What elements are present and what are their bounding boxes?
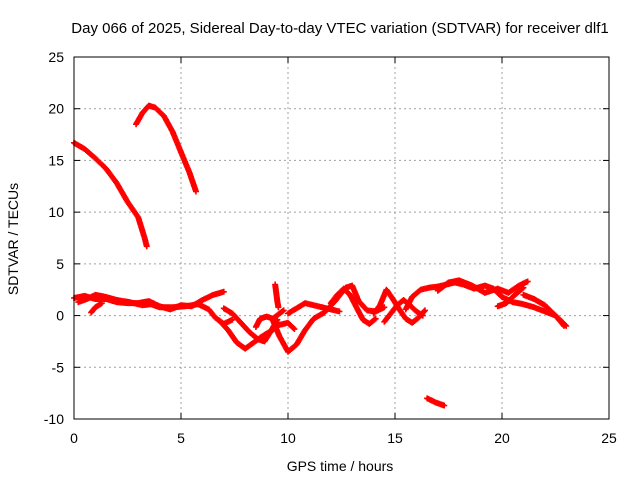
series-arc-h bbox=[220, 305, 281, 345]
plot-frame bbox=[73, 56, 610, 420]
ticks bbox=[73, 56, 610, 420]
data-point bbox=[143, 243, 150, 250]
data-point bbox=[290, 324, 297, 331]
x-tick-label: 20 bbox=[494, 430, 510, 446]
tick-labels: 0 5 10 15 20 25 -10 -5 0 5 10 15 20 25 bbox=[44, 49, 617, 446]
data-point bbox=[519, 285, 526, 292]
data-point bbox=[371, 316, 378, 323]
series-arc-b bbox=[133, 102, 199, 195]
series-arc-s bbox=[520, 291, 570, 329]
y-tick-label: 5 bbox=[56, 256, 64, 272]
data-point bbox=[524, 278, 531, 285]
y-tick-label: 25 bbox=[48, 49, 64, 65]
chart-title: Day 066 of 2025, Sidereal Day-to-day VTE… bbox=[71, 20, 608, 37]
data-point bbox=[562, 321, 569, 328]
y-tick-label: 10 bbox=[48, 204, 64, 220]
data-point bbox=[421, 307, 428, 314]
series-arc-m bbox=[327, 285, 379, 327]
series-arc-e bbox=[75, 291, 236, 327]
y-tick-label: -5 bbox=[52, 359, 65, 375]
data-point bbox=[98, 300, 105, 307]
data-point bbox=[372, 315, 379, 322]
data-point bbox=[336, 308, 343, 315]
series-arc-f bbox=[88, 300, 105, 316]
data-point bbox=[419, 312, 426, 319]
y-tick-label: 0 bbox=[56, 308, 64, 324]
data-points bbox=[71, 102, 570, 409]
series-arc-q bbox=[434, 277, 531, 296]
data-point bbox=[280, 307, 287, 314]
x-tick-label: 5 bbox=[177, 430, 185, 446]
series-arc-o bbox=[381, 297, 426, 325]
data-point bbox=[381, 304, 388, 311]
y-axis-label: SDTVAR / TECUs bbox=[5, 183, 21, 295]
data-point bbox=[563, 322, 570, 329]
y-tick-label: 15 bbox=[48, 152, 64, 168]
data-point bbox=[441, 402, 448, 409]
series-arc-c bbox=[424, 395, 448, 409]
y-tick-label: -10 bbox=[44, 411, 64, 427]
series-arc-r bbox=[494, 284, 527, 310]
x-tick-label: 25 bbox=[601, 430, 617, 446]
data-point bbox=[291, 326, 298, 333]
x-axis-label: GPS time / hours bbox=[287, 458, 394, 474]
data-point bbox=[220, 288, 227, 295]
series-arc-a bbox=[71, 139, 150, 250]
x-tick-label: 15 bbox=[387, 430, 403, 446]
data-point bbox=[229, 316, 236, 323]
series-arc-l bbox=[285, 300, 343, 317]
data-point bbox=[192, 188, 199, 195]
x-tick-label: 0 bbox=[70, 430, 78, 446]
data-point bbox=[520, 284, 527, 291]
grid bbox=[74, 57, 609, 419]
data-point bbox=[275, 304, 282, 311]
x-tick-label: 10 bbox=[280, 430, 296, 446]
series-arc-j bbox=[272, 281, 282, 311]
data-point bbox=[421, 308, 428, 315]
y-tick-label: 20 bbox=[48, 101, 64, 117]
